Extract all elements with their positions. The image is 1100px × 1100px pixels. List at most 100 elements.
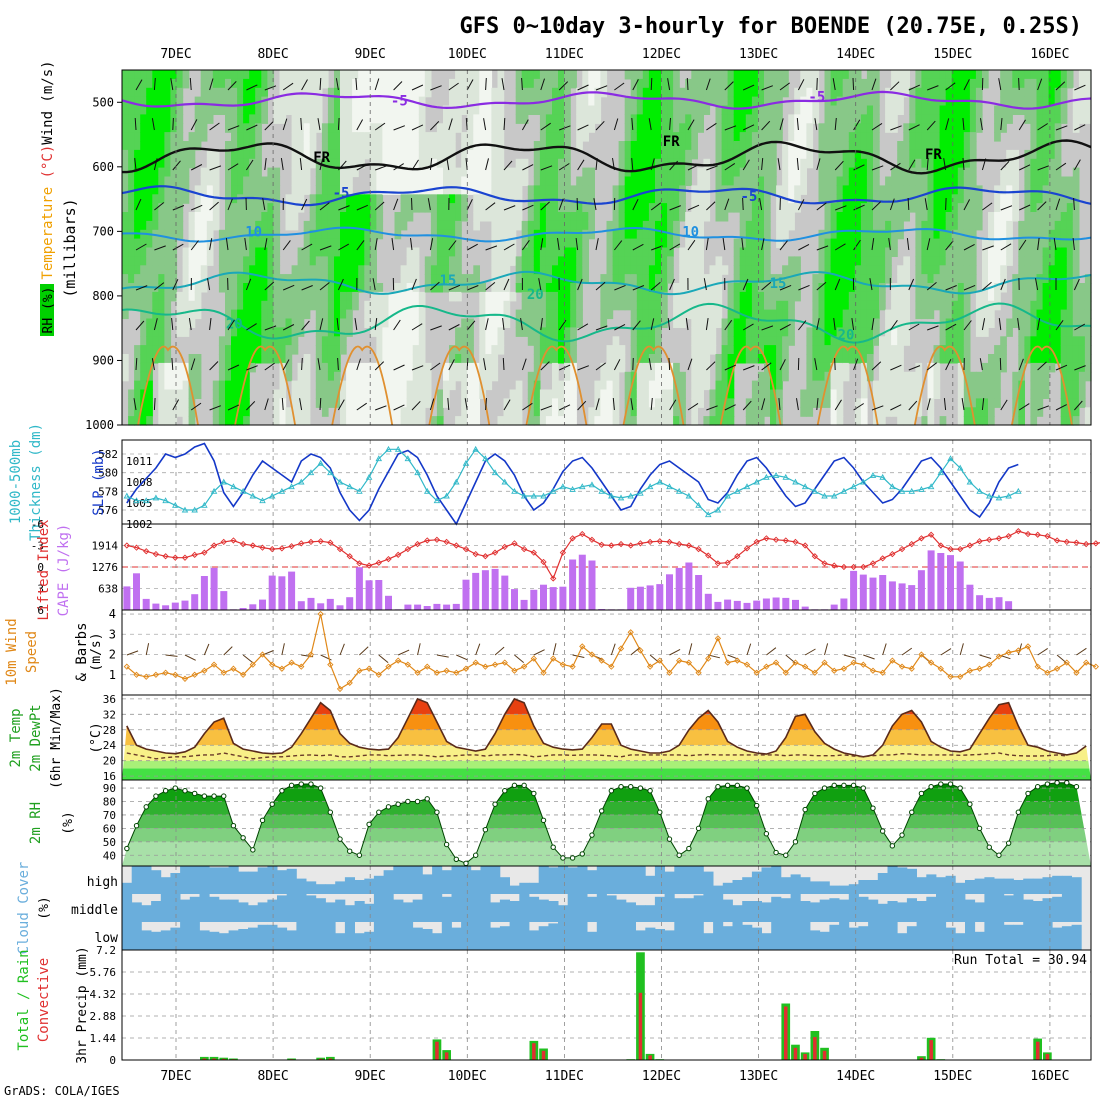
rh-cell bbox=[891, 398, 898, 408]
rh-cell bbox=[521, 114, 529, 124]
rh-cell bbox=[485, 167, 493, 178]
rh-cell bbox=[921, 185, 929, 195]
rh-cell bbox=[352, 158, 359, 169]
rh-cell bbox=[158, 203, 165, 213]
rh-cell bbox=[618, 167, 626, 178]
rh-cell bbox=[1084, 114, 1092, 124]
rh-cell bbox=[818, 194, 826, 204]
rh-cell bbox=[146, 87, 153, 98]
rh-cell bbox=[225, 371, 232, 382]
rh-cell bbox=[812, 380, 820, 391]
rh-cell bbox=[206, 194, 214, 204]
rh-cell bbox=[794, 265, 801, 275]
rh-cell bbox=[430, 141, 438, 151]
rh-cell bbox=[1066, 185, 1074, 195]
warm-contour bbox=[1011, 345, 1073, 426]
rh-cell bbox=[879, 212, 886, 222]
rh-cell bbox=[303, 398, 311, 408]
rh-cell bbox=[1024, 256, 1032, 266]
rh-cell bbox=[624, 194, 632, 204]
rh-cell bbox=[788, 318, 795, 328]
rh-cell bbox=[340, 229, 347, 240]
rh-cell bbox=[794, 256, 801, 266]
rh-cell bbox=[1006, 318, 1013, 328]
rh-cell bbox=[915, 87, 923, 98]
wind-barb bbox=[135, 79, 143, 91]
rh-cell bbox=[715, 362, 723, 373]
rh-cell bbox=[612, 247, 620, 257]
rh-cell bbox=[1066, 345, 1074, 355]
rh-cell bbox=[927, 220, 935, 231]
rh-cell bbox=[897, 229, 904, 240]
rh-cell bbox=[939, 416, 947, 426]
rh-cell bbox=[873, 389, 880, 399]
rh-cell bbox=[1030, 354, 1038, 364]
rh-cell bbox=[467, 96, 474, 107]
rh-cell bbox=[327, 371, 335, 382]
rh-cell bbox=[721, 70, 729, 80]
rh-cell bbox=[497, 176, 505, 186]
rh-cell bbox=[570, 274, 577, 284]
rh-cell bbox=[715, 149, 723, 160]
wind-barb bbox=[209, 78, 214, 91]
rh-cell bbox=[515, 70, 523, 80]
rh-cell bbox=[182, 389, 190, 399]
rh-cell bbox=[642, 327, 650, 337]
rh-cell bbox=[1030, 78, 1038, 89]
rh-cell bbox=[1012, 87, 1019, 98]
rh-cell bbox=[751, 220, 759, 231]
rh-cell bbox=[449, 371, 456, 382]
rh-cell bbox=[582, 229, 589, 240]
rh-cell bbox=[346, 141, 353, 151]
rh-cell bbox=[757, 212, 765, 222]
wind-barb bbox=[135, 285, 148, 291]
rh-cell bbox=[527, 380, 535, 391]
rh-cell bbox=[533, 247, 541, 257]
rh-cell bbox=[128, 149, 135, 160]
rh-cell bbox=[933, 229, 941, 240]
rh-cell bbox=[866, 336, 874, 346]
rh-cell bbox=[225, 78, 232, 89]
rh-cell bbox=[267, 265, 275, 275]
rh-cell bbox=[1030, 291, 1038, 302]
rh-cell bbox=[340, 220, 347, 231]
rh-cell bbox=[545, 167, 553, 178]
rh-cell bbox=[1072, 185, 1080, 195]
rh-cell bbox=[182, 380, 190, 391]
rh-cell bbox=[406, 176, 414, 186]
rh-cell bbox=[733, 158, 741, 169]
rh-cell bbox=[782, 70, 789, 80]
rh-cell bbox=[824, 78, 832, 89]
rh-cell bbox=[794, 105, 801, 115]
rh-cell bbox=[915, 362, 923, 373]
rh-cell bbox=[170, 123, 178, 133]
rh-cell bbox=[370, 167, 377, 178]
rh-cell bbox=[358, 229, 365, 240]
rh-cell bbox=[158, 167, 165, 178]
rh-cell bbox=[255, 212, 262, 222]
rh-cell bbox=[927, 212, 935, 222]
rh-cell bbox=[225, 300, 232, 311]
rh-cell bbox=[691, 238, 698, 249]
rh-cell bbox=[443, 203, 450, 213]
rh-cell bbox=[346, 283, 353, 293]
rh-cell bbox=[727, 345, 735, 355]
rh-cell bbox=[134, 194, 141, 204]
rh-cell bbox=[449, 220, 456, 231]
rh-cell bbox=[624, 380, 632, 391]
rh-cell bbox=[854, 247, 862, 257]
rh-cell bbox=[249, 256, 256, 266]
rh-cell bbox=[376, 70, 384, 80]
rh-cell bbox=[170, 220, 178, 231]
rh-cell bbox=[443, 229, 450, 240]
rh-cell bbox=[667, 194, 674, 204]
rh-cell bbox=[648, 371, 656, 382]
rh-cell bbox=[545, 78, 553, 89]
rh-cell bbox=[1012, 78, 1019, 89]
rh-cell bbox=[794, 167, 801, 178]
rh-cell bbox=[606, 265, 614, 275]
rh-cell bbox=[679, 176, 686, 186]
rh-cell bbox=[994, 194, 1001, 204]
rh-cell bbox=[897, 354, 904, 364]
rh-cell bbox=[1072, 220, 1080, 231]
